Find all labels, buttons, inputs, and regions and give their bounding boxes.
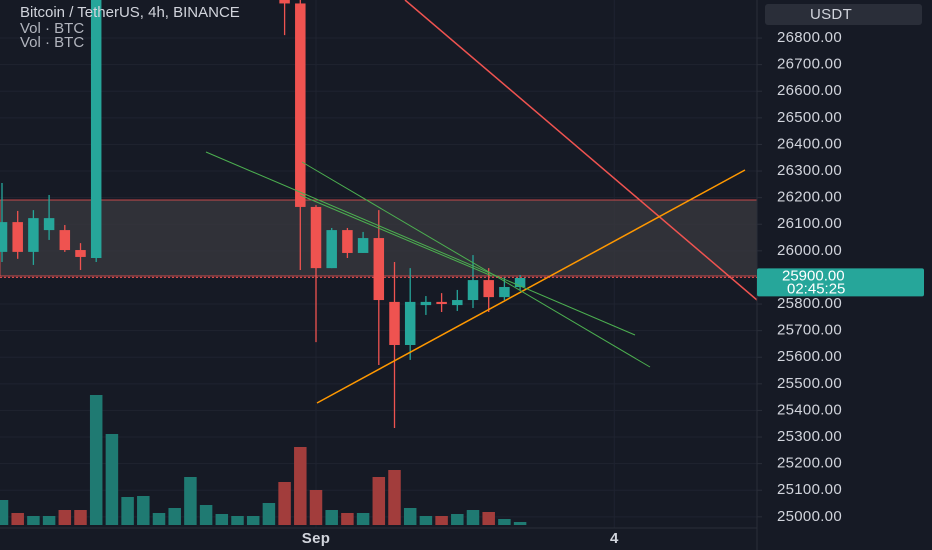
last-price-label: 25900.00: [782, 267, 845, 284]
volume-bar: [482, 512, 495, 525]
volume-bar: [105, 434, 119, 525]
candle-body: [75, 250, 86, 257]
volume-bar: [435, 516, 448, 525]
volume-bar: [121, 497, 134, 525]
y-tick-label: 25600.00: [777, 348, 842, 365]
volume-bar: [42, 516, 56, 525]
y-tick-label: 26500.00: [777, 109, 842, 126]
volume-bar: [27, 516, 40, 525]
volume-bar: [403, 508, 417, 525]
y-tick-label: 25100.00: [777, 481, 842, 498]
candle-body: [514, 277, 526, 288]
y-tick-label: 26200.00: [777, 189, 842, 206]
candle-body: [452, 300, 463, 306]
volume-bar: [451, 514, 464, 525]
y-tick-label: 25000.00: [777, 508, 842, 525]
candle-body: [436, 301, 447, 305]
volume-bar: [89, 395, 103, 525]
candle-body: [28, 218, 39, 252]
y-tick-label: 25200.00: [777, 455, 842, 472]
candle-body: [295, 3, 306, 207]
volume-bar: [152, 513, 166, 525]
volume-bar: [215, 514, 229, 525]
y-tick-label: 25800.00: [777, 295, 842, 312]
volume-bar: [168, 508, 181, 525]
candle-body: [404, 301, 416, 345]
y-tick-label: 25300.00: [777, 428, 842, 445]
volume-bar: [11, 513, 24, 525]
y-tick-label: 26000.00: [777, 242, 842, 259]
candle-body: [279, 0, 290, 4]
volume-bar: [278, 482, 291, 525]
x-tick-label: Sep: [302, 530, 330, 547]
trend-line: [316, 169, 746, 404]
indicator-label: Vol · BTC: [20, 34, 84, 51]
candle-body: [499, 287, 510, 298]
volume-bar: [231, 516, 244, 525]
candle-body: [326, 230, 337, 269]
volume-bar: [0, 500, 9, 525]
candle-layer: [0, 0, 526, 428]
candle-body: [420, 301, 432, 306]
candle-body: [0, 222, 8, 252]
trend-line: [404, 0, 757, 301]
volume-bar: [199, 505, 213, 525]
indicator-label: Vol · BTC: [20, 20, 84, 37]
candle-body: [467, 280, 479, 301]
volume-bar: [419, 516, 433, 525]
chart-title: Bitcoin / TetherUS, 4h, BINANCE: [20, 4, 240, 21]
volume-bar: [74, 510, 87, 525]
volume-bar: [372, 477, 386, 525]
volume-bar: [356, 513, 370, 525]
trend-line: [301, 161, 651, 368]
candle-body: [43, 218, 55, 231]
candle-body: [357, 238, 369, 253]
y-tick-label: 25700.00: [777, 322, 842, 339]
volume-bar: [466, 510, 480, 525]
y-tick-label: 26600.00: [777, 82, 842, 99]
volume-bar: [325, 510, 338, 525]
y-tick-label: 26400.00: [777, 135, 842, 152]
volume-bar: [137, 496, 150, 525]
volume-bar: [294, 447, 307, 525]
volume-layer: [0, 395, 527, 525]
y-tick-label: 25500.00: [777, 375, 842, 392]
x-tick-label: 4: [610, 530, 619, 547]
volume-bar: [58, 510, 72, 525]
trend-line: [205, 151, 636, 336]
countdown-label: 02:45:25: [787, 280, 845, 297]
candle-body: [389, 301, 400, 345]
y-tick-label: 26800.00: [777, 29, 842, 46]
volume-bar: [388, 470, 401, 525]
last-price-box: [757, 268, 924, 297]
currency-label[interactable]: USDT: [810, 6, 852, 23]
volume-bar: [341, 513, 354, 525]
y-tick-label: 26300.00: [777, 162, 842, 179]
candle-body: [90, 0, 102, 259]
candle-body: [342, 230, 353, 253]
volume-bar: [309, 490, 323, 525]
candle-body: [310, 206, 322, 269]
volume-bar: [513, 522, 527, 525]
trend-line: [299, 194, 493, 277]
currency-button[interactable]: [765, 4, 922, 25]
candle-body: [12, 222, 23, 252]
y-tick-label: 26700.00: [777, 56, 842, 73]
y-tick-label: 25400.00: [777, 401, 842, 418]
y-tick-label: 26100.00: [777, 215, 842, 232]
drawings: [205, 0, 757, 404]
volume-bar: [246, 516, 260, 525]
candle-body: [59, 230, 71, 251]
volume-bar: [498, 519, 511, 525]
volume-bar: [262, 503, 276, 525]
candle-body: [373, 238, 385, 301]
volume-bar: [184, 477, 197, 525]
candle-body: [483, 280, 494, 298]
